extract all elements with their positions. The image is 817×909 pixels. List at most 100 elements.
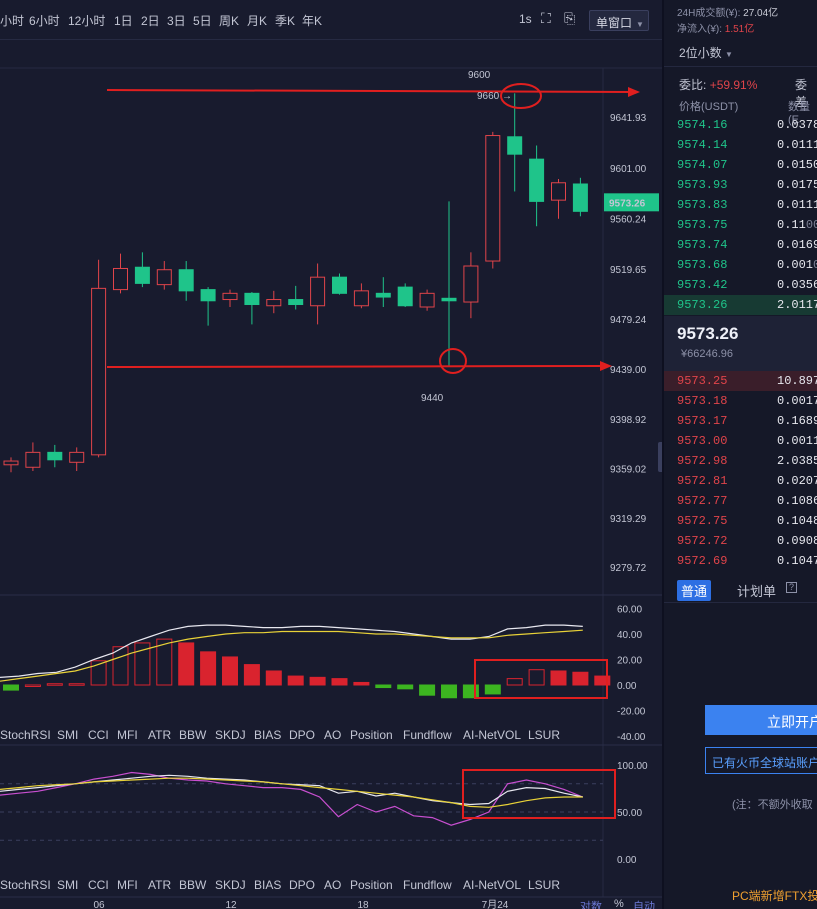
decimals-dropdown[interactable]: 2位小数 ▼ — [679, 46, 733, 60]
timeframe-1d[interactable]: 1日 — [114, 14, 133, 28]
promo-banner[interactable]: PC端新增FTX投 — [732, 889, 817, 903]
indicator-tab-mfi[interactable]: MFI — [117, 878, 138, 892]
indicator-tab-position[interactable]: Position — [350, 878, 393, 892]
candle-body — [397, 286, 413, 307]
indicator-tab-stochrsi[interactable]: StochRSI — [0, 878, 51, 892]
ask-row[interactable]: 9573.17 0.16893 — [664, 411, 817, 431]
fullscreen-icon[interactable]: ⛶ — [541, 10, 551, 26]
indicator-tab-smi[interactable]: SMI — [57, 878, 79, 892]
existing-account-link[interactable]: 已有火币全球站账户 — [705, 747, 817, 774]
bid-row[interactable]: 9573.42 0.03565 — [664, 275, 817, 295]
indicator1-bar — [3, 684, 19, 691]
price-tick-label: 9319.29 — [610, 514, 647, 525]
indicator-tab-mfi[interactable]: MFI — [117, 728, 138, 742]
panel-collapse-handle[interactable] — [658, 442, 664, 472]
ask-row[interactable]: 9572.75 0.1048 — [664, 511, 817, 531]
timeframe-quarter[interactable]: 季K — [275, 14, 296, 28]
indicator-tab-atr[interactable]: ATR — [148, 878, 172, 892]
indicator1-bar — [90, 660, 107, 686]
indicator-tab-bbw[interactable]: BBW — [179, 728, 207, 742]
indicator-tab-skdj[interactable]: SKDJ — [215, 728, 246, 742]
bid-row[interactable]: 9573.74 0.01695 — [664, 235, 817, 255]
interval-selector[interactable]: 1s — [519, 12, 532, 26]
price-tick-label: 9560.24 — [610, 214, 647, 225]
ask-row[interactable]: 9572.69 0.1047 — [664, 551, 817, 571]
timeframe-6h[interactable]: 6小时 — [29, 14, 60, 28]
indicator1-bar — [243, 664, 260, 686]
indicator-tab-atr[interactable]: ATR — [148, 728, 172, 742]
bid-row[interactable]: 9574.16 0.03786 — [664, 115, 817, 135]
open-account-button[interactable]: 立即开户 — [705, 705, 817, 735]
order-qty: 0.1047 — [777, 554, 817, 568]
indicator1-bar — [594, 675, 611, 686]
timeframe-5d[interactable]: 5日 — [193, 14, 212, 28]
low-annotation-label: 9440 — [421, 393, 444, 404]
indicator-tab-skdj[interactable]: SKDJ — [215, 878, 246, 892]
indicator-tab-stochrsi[interactable]: StochRSI — [0, 728, 51, 742]
candle-body — [47, 451, 63, 461]
candle-body — [441, 297, 457, 302]
indicator-tab-dpo[interactable]: DPO — [289, 728, 316, 742]
timeframe-month[interactable]: 月K — [247, 14, 268, 28]
indicator-tab-lsur[interactable]: LSUR — [528, 728, 561, 742]
log-scale-toggle[interactable]: 对数 — [580, 901, 602, 909]
order-price: 9572.77 — [677, 494, 728, 508]
order-price: 9573.00 — [677, 434, 728, 448]
single-window-dropdown[interactable]: 单窗口 ▼ — [589, 10, 649, 31]
candle — [244, 292, 260, 325]
indicator-tab-ao[interactable]: AO — [324, 728, 342, 742]
timeframe-12h[interactable]: 12小时 — [68, 14, 106, 28]
chart-canvas[interactable]: 9641.93 9601.00 9560.24 9519.65 9479.24 9439.… — [0, 0, 662, 909]
timeframe-week[interactable]: 周K — [219, 14, 240, 28]
indicator-tab-smi[interactable]: SMI — [57, 728, 79, 742]
order-price: 9573.26 — [677, 298, 728, 312]
ask-row[interactable]: 9572.77 0.1086 — [664, 491, 817, 511]
indicator-tab-lsur[interactable]: LSUR — [528, 878, 561, 892]
ask-row[interactable]: 9573.18 0.00172 — [664, 391, 817, 411]
tab-plan[interactable]: 计划单 — [737, 584, 777, 599]
candle-body — [156, 269, 172, 286]
indicator-tab-cci[interactable]: CCI — [88, 728, 109, 742]
bid-row[interactable]: 9574.14 0.01110 — [664, 135, 817, 155]
indicator1-bar — [68, 683, 85, 686]
indicator-tab-fundflow[interactable]: Fundflow — [403, 728, 452, 742]
bid-row[interactable]: 9574.07 0.01500 — [664, 155, 817, 175]
bid-row[interactable]: 9573.93 0.01757 — [664, 175, 817, 195]
indicator-tab-bias[interactable]: BIAS — [254, 728, 282, 742]
percent-scale-toggle[interactable]: % — [614, 898, 624, 909]
ask-row[interactable]: 9573.00 0.00118 — [664, 431, 817, 451]
indicator-tab-dpo[interactable]: DPO — [289, 878, 316, 892]
low-annotation-circle — [439, 348, 467, 374]
ask-row[interactable]: 9572.72 0.09080 — [664, 531, 817, 551]
order-qty: 0.01695 — [777, 238, 817, 252]
timeframe-year[interactable]: 年K — [302, 14, 323, 28]
indicator1-bar — [441, 684, 457, 699]
indicator-tab-cci[interactable]: CCI — [88, 878, 109, 892]
indicator-tab-position[interactable]: Position — [350, 728, 393, 742]
ask-row[interactable]: 9573.25 10.89755 — [664, 371, 817, 391]
high-annotation-circle — [500, 83, 542, 109]
indicator-tab-ai-netvol[interactable]: AI-NetVOL — [463, 728, 522, 742]
order-price: 9573.17 — [677, 414, 728, 428]
indicator-tab-fundflow[interactable]: Fundflow — [403, 878, 452, 892]
indicator-tab-bias[interactable]: BIAS — [254, 878, 282, 892]
tab-normal[interactable]: 普通 — [677, 580, 712, 601]
indicator-tab-ai-netvol[interactable]: AI-NetVOL — [463, 878, 522, 892]
screenshot-icon[interactable]: ⎘ — [564, 10, 576, 26]
timeframe-3d[interactable]: 3日 — [167, 14, 186, 28]
indicator1-bar — [112, 646, 129, 686]
candle-body — [25, 451, 41, 468]
auto-scale-toggle[interactable]: 自动 — [633, 901, 655, 909]
help-icon[interactable]: ? — [786, 582, 797, 593]
timeframe-1h[interactable]: 小时 — [0, 14, 25, 28]
ask-row[interactable]: 9572.98 2.03850 — [664, 451, 817, 471]
bid-row[interactable]: 9573.75 0.11000 — [664, 215, 817, 235]
indicator2-tick-label: 50.00 — [617, 808, 642, 819]
indicator-tab-ao[interactable]: AO — [324, 878, 342, 892]
timeframe-2d[interactable]: 2日 — [141, 14, 160, 28]
bid-row[interactable]: 9573.83 0.01116 — [664, 195, 817, 215]
indicator-tab-bbw[interactable]: BBW — [179, 878, 207, 892]
